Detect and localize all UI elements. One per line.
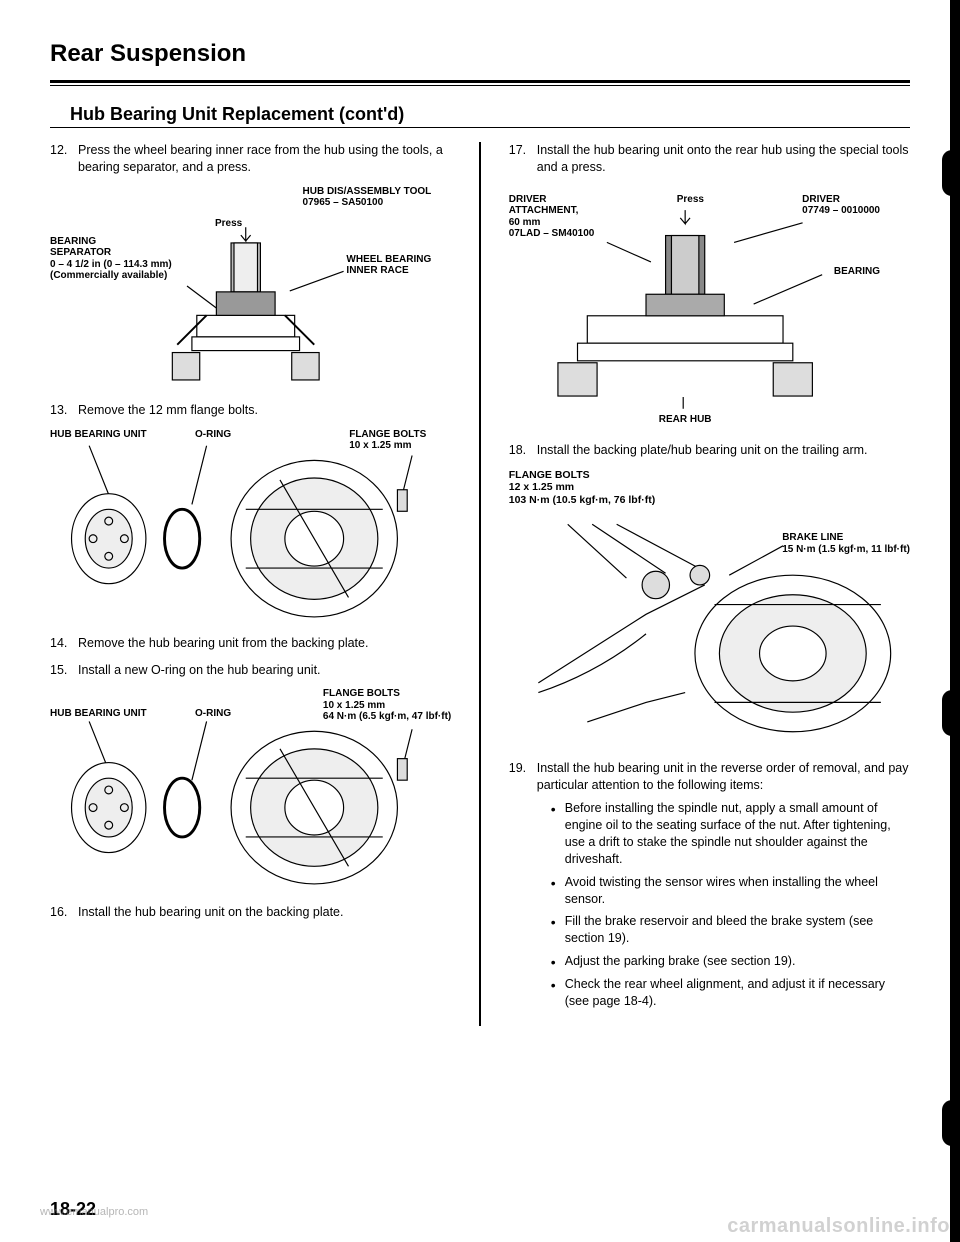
figure-press-rear-hub: DRIVER ATTACHMENT, 60 mm 07LAD – SM40100… [509,186,910,426]
label-press: Press [677,194,704,206]
step-text: Install the hub bearing unit in the reve… [537,760,910,1015]
step-text: Install the hub bearing unit on the back… [78,904,451,921]
title-rule [50,80,910,86]
step-15: 15. Install a new O-ring on the hub bear… [50,662,451,679]
bullet-item: Check the rear wheel alignment, and adju… [551,976,910,1010]
step-12: 12. Press the wheel bearing inner race f… [50,142,451,176]
bullet-item: Avoid twisting the sensor wires when ins… [551,874,910,908]
step-text: Install the backing plate/hub bearing un… [537,442,910,459]
left-column: 12. Press the wheel bearing inner race f… [50,142,451,1026]
label-separator: BEARING SEPARATOR 0 – 4 1/2 in (0 – 114.… [50,236,172,282]
step-intro: Install the hub bearing unit in the reve… [537,760,910,794]
step-16: 16. Install the hub bearing unit on the … [50,904,451,921]
section-rule [50,127,910,128]
column-divider [479,142,481,1026]
label-bearing: BEARING [834,266,880,278]
step-17: 17. Install the hub bearing unit onto th… [509,142,910,176]
figure-hub-flange-torque: HUB BEARING UNIT O-RING FLANGE BOLTS 10 … [50,688,451,888]
step-number: 12. [50,142,78,176]
label-press: Press [215,218,242,230]
label-hub-tool: HUB DIS/ASSEMBLY TOOL 07965 – SA50100 [303,186,432,209]
flange-bolts-spec: FLANGE BOLTS 12 x 1.25 mm 103 N·m (10.5 … [509,469,910,507]
diagram-icon [50,429,451,619]
label-oring: O-RING [195,429,231,441]
label-driver-att: DRIVER ATTACHMENT, 60 mm 07LAD – SM40100 [509,194,595,240]
step-18: 18. Install the backing plate/hub bearin… [509,442,910,459]
step-14: 14. Remove the hub bearing unit from the… [50,635,451,652]
figure-press-separator: HUB DIS/ASSEMBLY TOOL 07965 – SA50100 Pr… [50,186,451,386]
label-rear-hub: REAR HUB [659,414,712,426]
step-text: Remove the 12 mm flange bolts. [78,402,451,419]
label-hub-unit: HUB BEARING UNIT [50,708,147,720]
label-flange: FLANGE BOLTS 10 x 1.25 mm [349,429,426,452]
label-driver: DRIVER 07749 – 0010000 [802,194,880,217]
step-number: 16. [50,904,78,921]
label-flange: FLANGE BOLTS 10 x 1.25 mm 64 N·m (6.5 kg… [323,688,451,723]
page-title: Rear Suspension [50,40,910,68]
step-number: 15. [50,662,78,679]
step-text: Remove the hub bearing unit from the bac… [78,635,451,652]
step-number: 13. [50,402,78,419]
step-number: 18. [509,442,537,459]
watermark-source: www.emanualpro.com [40,1206,148,1218]
watermark-site: carmanualsonline.info [727,1215,950,1238]
diagram-icon [50,186,451,386]
step-number: 17. [509,142,537,176]
label-oring: O-RING [195,708,231,720]
step-text: Press the wheel bearing inner race from … [78,142,451,176]
step-19: 19. Install the hub bearing unit in the … [509,760,910,1015]
bullet-item: Adjust the parking brake (see section 19… [551,953,910,970]
figure-trailing-arm: BRAKE LINE 15 N·m (1.5 kgf·m, 11 lbf·ft) [509,514,910,744]
step-text: Install a new O-ring on the hub bearing … [78,662,451,679]
step-number: 14. [50,635,78,652]
step-13: 13. Remove the 12 mm flange bolts. [50,402,451,419]
right-column: 17. Install the hub bearing unit onto th… [509,142,910,1026]
section-title: Hub Bearing Unit Replacement (cont'd) [50,104,910,125]
label-hub-unit: HUB BEARING UNIT [50,429,147,441]
label-brake-line: BRAKE LINE 15 N·m (1.5 kgf·m, 11 lbf·ft) [782,532,910,555]
label-inner-race: WHEEL BEARING INNER RACE [346,254,431,277]
figure-hub-flange: HUB BEARING UNIT O-RING FLANGE BOLTS 10 … [50,429,451,619]
step-number: 19. [509,760,537,1015]
bullet-item: Fill the brake reservoir and bleed the b… [551,913,910,947]
bullet-item: Before installing the spindle nut, apply… [551,800,910,868]
step-text: Install the hub bearing unit onto the re… [537,142,910,176]
